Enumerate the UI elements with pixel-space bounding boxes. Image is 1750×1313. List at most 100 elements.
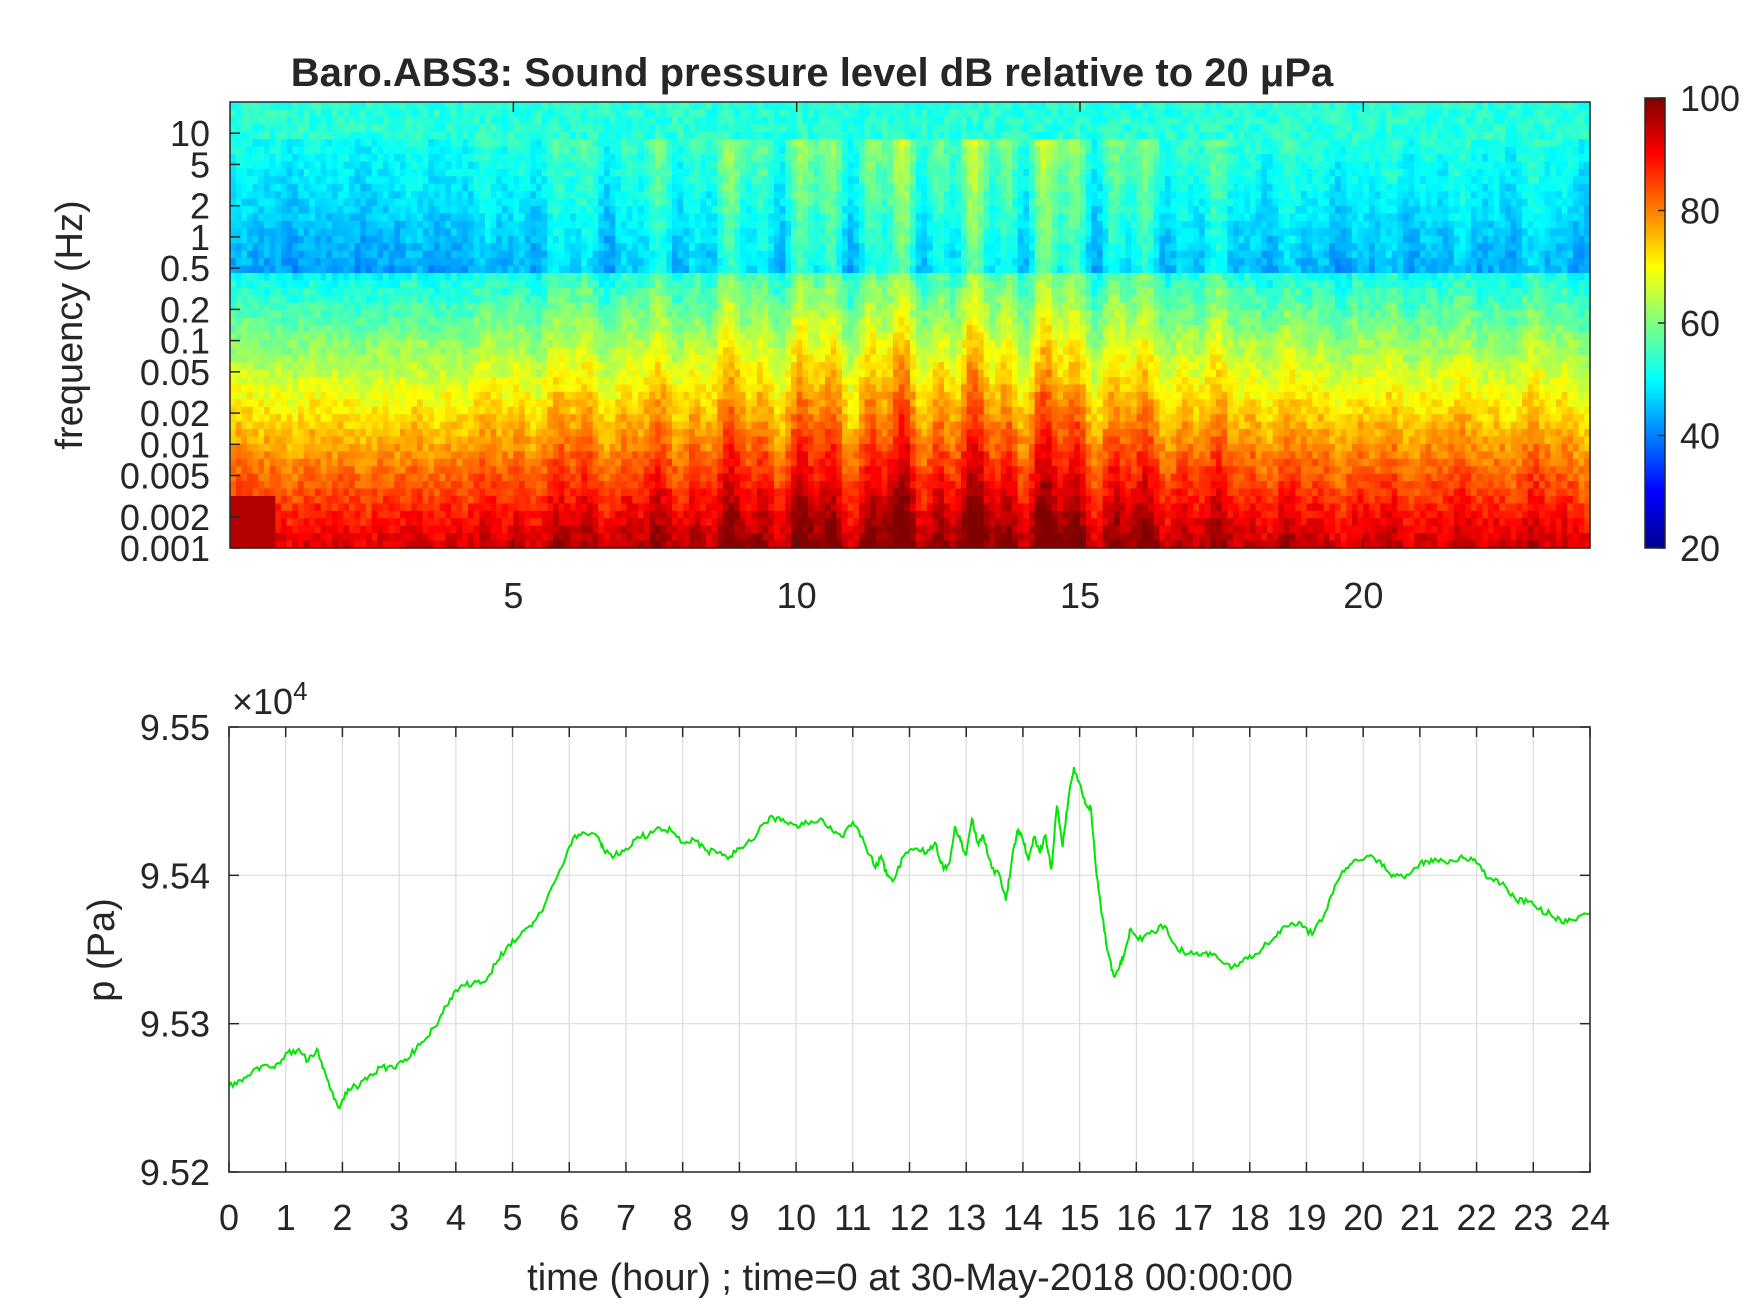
spectrogram-cell xyxy=(575,258,582,267)
spectrogram-cell xyxy=(320,540,327,549)
spectrogram-cell xyxy=(666,406,673,415)
spectrogram-cell xyxy=(672,116,679,125)
spectrogram-cell xyxy=(377,206,384,215)
spectrogram-cell xyxy=(343,109,350,118)
spectrogram-cell xyxy=(609,265,616,274)
spectrogram-cell xyxy=(643,510,650,519)
spectrogram-cell xyxy=(462,176,469,185)
spectrogram-cell xyxy=(581,384,588,393)
spectrogram-cell xyxy=(507,154,514,163)
spectrogram-cell xyxy=(337,533,344,542)
spectrogram-cell xyxy=(281,414,288,423)
spectrogram-cell xyxy=(366,183,373,192)
spectrogram-cell xyxy=(235,533,242,542)
spectrogram-cell xyxy=(320,384,327,393)
spectrogram-cell xyxy=(417,421,424,430)
spectrogram-cell xyxy=(689,265,696,274)
spectrogram-cell xyxy=(343,525,350,534)
spectrogram-cell xyxy=(604,495,611,504)
spectrogram-cell xyxy=(609,102,616,111)
spectrogram-cell xyxy=(496,481,503,490)
spectrogram-cell xyxy=(632,258,639,267)
spectrogram-cell xyxy=(354,206,361,215)
spectrogram-cell xyxy=(513,451,520,460)
spectrogram-cell xyxy=(513,495,520,504)
spectrogram-cell xyxy=(660,310,667,319)
spectrogram-cell xyxy=(570,339,577,348)
spectrogram-cell xyxy=(292,139,299,148)
spectrogram-cell xyxy=(247,302,254,311)
spectrogram-cell xyxy=(604,503,611,512)
spectrogram-cell xyxy=(490,310,497,319)
spectrogram-cell xyxy=(632,146,639,155)
spectrogram-cell xyxy=(309,362,316,371)
spectrogram-cell xyxy=(666,146,673,155)
spectrogram-cell xyxy=(400,399,407,408)
spectrogram-cell xyxy=(655,443,662,452)
spectrogram-cell xyxy=(241,198,248,207)
spectrogram-cell xyxy=(405,317,412,326)
spectrogram-cell xyxy=(354,533,361,542)
spectrogram-cell xyxy=(581,443,588,452)
spectrogram-cell xyxy=(502,146,509,155)
spectrogram-cell xyxy=(615,369,622,378)
spectrogram-cell xyxy=(445,206,452,215)
spectrogram-cell xyxy=(264,280,271,289)
spectrogram-cell xyxy=(456,191,463,200)
spectrogram-cell xyxy=(445,443,452,452)
spectrogram-cell xyxy=(672,235,679,244)
spectrogram-cell xyxy=(462,191,469,200)
spectrogram-cell xyxy=(689,332,696,341)
spectrogram-cell xyxy=(343,154,350,163)
spectrogram-cell xyxy=(660,414,667,423)
spectrogram-cell xyxy=(422,325,429,334)
spectrogram-cell xyxy=(666,525,673,534)
spectrogram-cell xyxy=(405,332,412,341)
spectrogram-cell xyxy=(281,503,288,512)
spectrogram-cell xyxy=(541,525,548,534)
spectrogram-cell xyxy=(507,339,514,348)
spectrogram-cell xyxy=(303,325,310,334)
spectrogram-cell xyxy=(660,176,667,185)
spectrogram-cell xyxy=(587,146,594,155)
spectrogram-cell xyxy=(672,451,679,460)
spectrogram-cell xyxy=(241,384,248,393)
spectrogram-cell xyxy=(275,399,282,408)
spectrogram-cell xyxy=(519,325,526,334)
spectrogram-cell xyxy=(558,302,565,311)
spectrogram-cell xyxy=(604,384,611,393)
spectrogram-cell xyxy=(422,191,429,200)
spectrogram-cell xyxy=(377,518,384,527)
spectrogram-cell xyxy=(456,429,463,438)
spectrogram-cell xyxy=(632,272,639,281)
spectrogram-cell xyxy=(343,421,350,430)
spectrogram-cell xyxy=(462,473,469,482)
spectrogram-cell xyxy=(445,421,452,430)
spectrogram-cell xyxy=(252,495,259,504)
spectrogram-cell xyxy=(689,384,696,393)
spectrogram-cell xyxy=(677,295,684,304)
spectrogram-cell xyxy=(269,451,276,460)
spectrogram-cell xyxy=(371,347,378,356)
spectrogram-cell xyxy=(394,183,401,192)
spectrogram-cell xyxy=(247,458,254,467)
spectrogram-cell xyxy=(235,325,242,334)
spectrogram-cell xyxy=(655,258,662,267)
spectrogram-cell xyxy=(417,495,424,504)
spectrogram-cell xyxy=(451,310,458,319)
spectrogram-cell xyxy=(581,168,588,177)
spectrogram-cell xyxy=(643,473,650,482)
spectrogram-cell xyxy=(524,443,531,452)
spectrogram-cell xyxy=(269,124,276,133)
spectrogram-cell xyxy=(434,310,441,319)
spectrogram-cell xyxy=(672,332,679,341)
spectrogram-cell xyxy=(496,429,503,438)
spectrogram-cell xyxy=(281,495,288,504)
spectrogram-cell xyxy=(303,235,310,244)
spectrogram-cell xyxy=(541,325,548,334)
spectrogram-cell xyxy=(286,243,293,252)
spectrogram-cell xyxy=(286,287,293,296)
spectrogram-cell xyxy=(643,109,650,118)
spectrogram-cell xyxy=(445,458,452,467)
spectrogram-cell xyxy=(683,458,690,467)
